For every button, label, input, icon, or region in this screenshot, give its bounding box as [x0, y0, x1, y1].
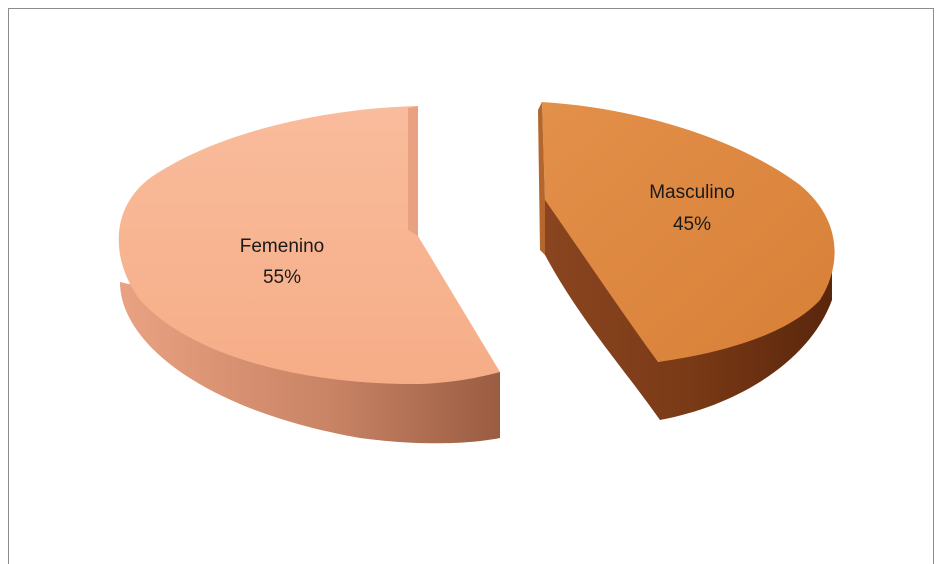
masculino-slice-side	[545, 150, 832, 420]
masculino-label: Masculino	[649, 182, 735, 203]
masculino-slice-edge	[538, 102, 545, 255]
femenino-percent: 55%	[263, 267, 301, 288]
chart-frame	[8, 8, 934, 564]
masculino-percent: 45%	[673, 214, 711, 235]
pie-slice-masculino	[538, 102, 835, 420]
femenino-slice-top	[118, 106, 500, 385]
masculino-slice-top	[542, 102, 835, 362]
femenino-label: Femenino	[240, 236, 325, 257]
pie-slice-femenino	[118, 106, 500, 444]
femenino-slice-edge	[408, 106, 418, 236]
